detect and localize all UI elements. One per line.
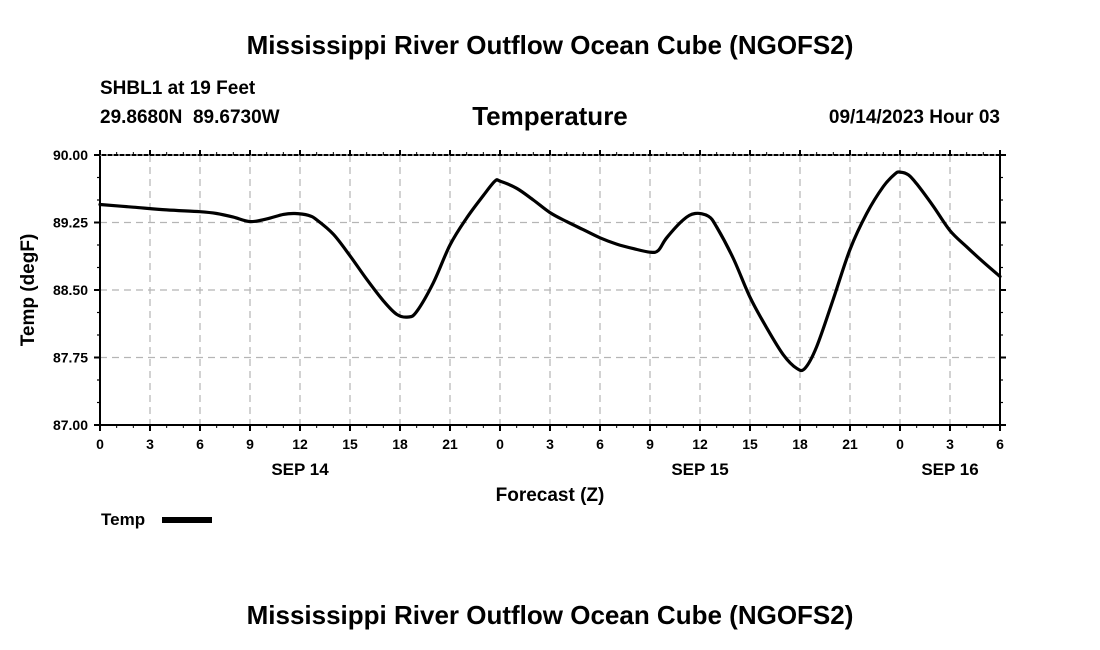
temperature-chart: 87.00 87.75 88.50 89.25 90.00 0 3 6 9 12 15 18 21 0 3… — [18, 147, 1006, 506]
date-label: SEP 15 — [671, 460, 728, 479]
variable-title: Temperature — [472, 101, 628, 131]
date-label: SEP 16 — [921, 460, 978, 479]
x-tick-label: 9 — [246, 436, 254, 452]
x-tick-label: 18 — [792, 436, 808, 452]
forecast-datetime: 09/14/2023 Hour 03 — [828, 107, 1000, 128]
coordinates-label: 29.8680N 89.6730W — [100, 107, 280, 128]
y-tick-label: 87.00 — [53, 417, 88, 433]
x-tick-label: 0 — [496, 436, 504, 452]
x-tick-label: 21 — [442, 436, 458, 452]
y-tick-label: 89.25 — [53, 215, 88, 231]
chart-title-top: Mississippi River Outflow Ocean Cube (NG… — [246, 30, 854, 60]
x-tick-label: 9 — [646, 436, 654, 452]
date-labels: SEP 14 SEP 15 SEP 16 — [271, 460, 978, 479]
y-tick-label: 88.50 — [53, 282, 88, 298]
legend-label: Temp — [101, 510, 146, 529]
x-tick-label: 0 — [96, 436, 104, 452]
grid-layer — [100, 155, 1000, 425]
temperature-series-line — [98, 170, 1002, 373]
x-tick-label: 3 — [546, 436, 554, 452]
legend-swatch — [162, 517, 212, 523]
x-axis-label: Forecast (Z) — [496, 485, 605, 506]
chart-title-bottom: Mississippi River Outflow Ocean Cube (NG… — [246, 600, 854, 630]
x-tick-label: 21 — [842, 436, 858, 452]
x-tick-label: 18 — [392, 436, 408, 452]
x-tick-label: 0 — [896, 436, 904, 452]
y-axis: 87.00 87.75 88.50 89.25 90.00 — [53, 147, 1006, 433]
x-axis: 0 3 6 9 12 15 18 21 0 3 6 9 12 15 18 21 0 3 6 — [96, 150, 1004, 452]
x-tick-label: 12 — [692, 436, 708, 452]
y-tick-label: 90.00 — [53, 147, 88, 163]
x-tick-label: 15 — [342, 436, 358, 452]
y-tick-label: 87.75 — [53, 350, 88, 366]
x-tick-label: 6 — [996, 436, 1004, 452]
station-label: SHBL1 at 19 Feet — [100, 78, 256, 99]
date-label: SEP 14 — [271, 460, 329, 479]
x-tick-label: 3 — [146, 436, 154, 452]
x-tick-label: 3 — [946, 436, 954, 452]
y-axis-label: Temp (degF) — [18, 234, 39, 347]
x-tick-label: 6 — [196, 436, 204, 452]
x-tick-label: 6 — [596, 436, 604, 452]
x-tick-label: 15 — [742, 436, 758, 452]
x-tick-label: 12 — [292, 436, 308, 452]
